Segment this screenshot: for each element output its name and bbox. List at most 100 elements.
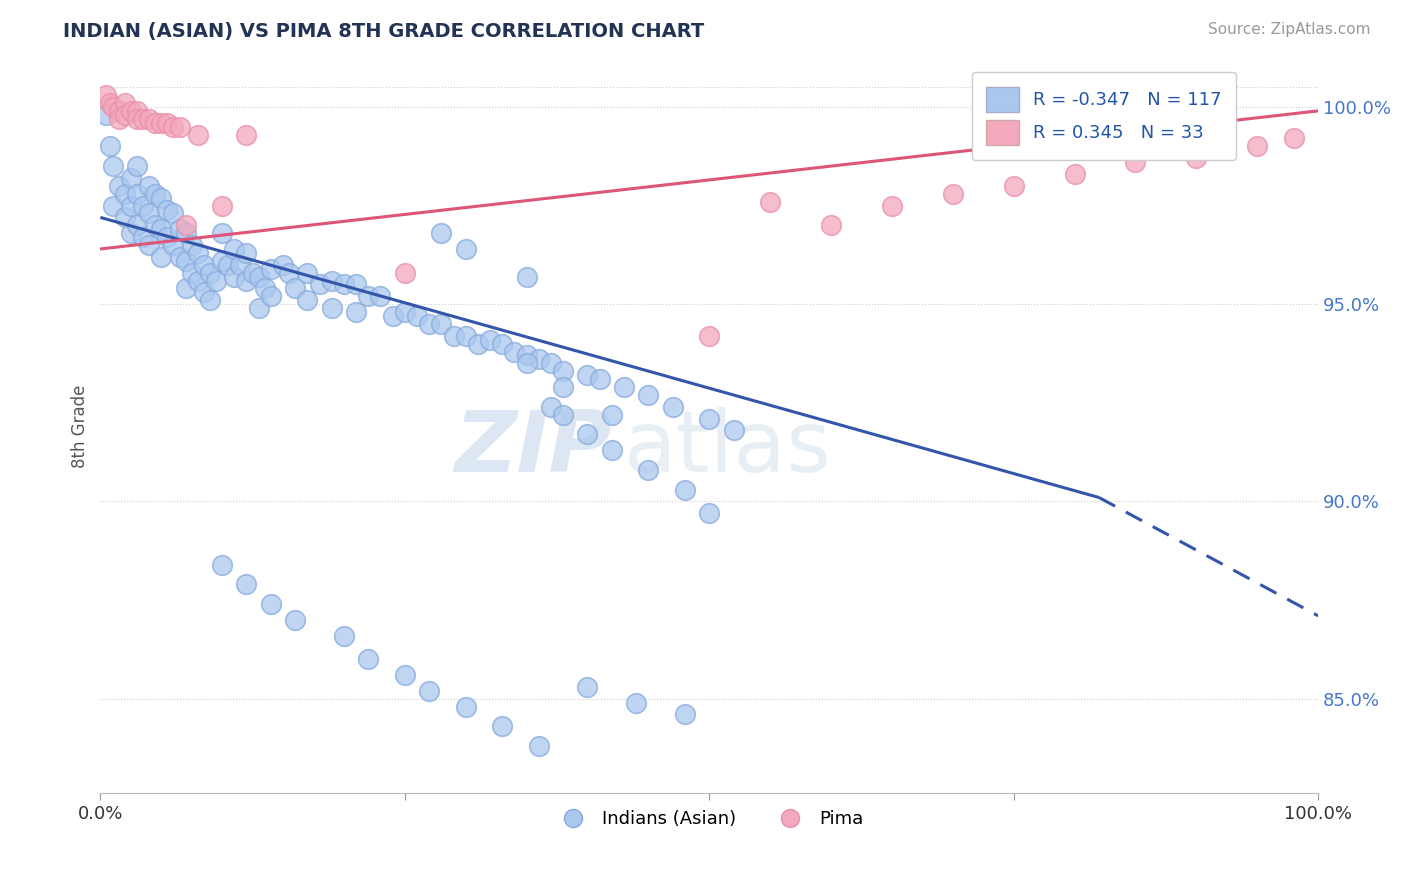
Point	[224, 242, 246, 256]
Point	[174, 253, 197, 268]
Point	[820, 219, 842, 233]
Point	[98, 95, 121, 110]
Point	[673, 483, 696, 497]
Point	[1063, 167, 1085, 181]
Point	[260, 261, 283, 276]
Point	[138, 112, 160, 126]
Point	[180, 238, 202, 252]
Point	[297, 266, 319, 280]
Point	[132, 230, 155, 244]
Point	[193, 258, 215, 272]
Point	[174, 281, 197, 295]
Point	[120, 103, 142, 118]
Point	[406, 309, 429, 323]
Point	[242, 266, 264, 280]
Point	[540, 400, 562, 414]
Point	[553, 380, 575, 394]
Point	[211, 558, 233, 572]
Point	[162, 120, 184, 134]
Point	[430, 317, 453, 331]
Point	[143, 186, 166, 201]
Point	[600, 443, 623, 458]
Text: ZIP: ZIP	[454, 407, 612, 490]
Point	[120, 226, 142, 240]
Point	[187, 246, 209, 260]
Point	[169, 250, 191, 264]
Point	[247, 301, 270, 315]
Point	[107, 178, 129, 193]
Point	[333, 629, 356, 643]
Point	[321, 273, 343, 287]
Point	[284, 613, 307, 627]
Point	[284, 281, 307, 295]
Point	[211, 253, 233, 268]
Point	[1246, 139, 1268, 153]
Point	[125, 159, 148, 173]
Point	[156, 116, 179, 130]
Point	[430, 226, 453, 240]
Point	[162, 238, 184, 252]
Point	[454, 328, 477, 343]
Point	[180, 266, 202, 280]
Point	[107, 112, 129, 126]
Point	[150, 191, 173, 205]
Point	[174, 226, 197, 240]
Point	[247, 269, 270, 284]
Point	[235, 273, 257, 287]
Point	[101, 100, 124, 114]
Point	[443, 328, 465, 343]
Point	[553, 364, 575, 378]
Point	[697, 411, 720, 425]
Point	[516, 349, 538, 363]
Point	[370, 289, 392, 303]
Point	[169, 120, 191, 134]
Point	[357, 289, 380, 303]
Point	[150, 222, 173, 236]
Point	[637, 463, 659, 477]
Point	[527, 739, 550, 753]
Point	[297, 293, 319, 308]
Point	[138, 238, 160, 252]
Point	[697, 506, 720, 520]
Point	[156, 202, 179, 217]
Point	[260, 289, 283, 303]
Text: atlas: atlas	[624, 407, 832, 490]
Point	[229, 258, 252, 272]
Point	[143, 116, 166, 130]
Point	[600, 408, 623, 422]
Point	[381, 309, 404, 323]
Point	[344, 305, 367, 319]
Point	[467, 336, 489, 351]
Point	[217, 258, 239, 272]
Point	[759, 194, 782, 209]
Point	[120, 170, 142, 185]
Point	[661, 400, 683, 414]
Point	[224, 269, 246, 284]
Point	[880, 198, 903, 212]
Point	[235, 128, 257, 142]
Legend: Indians (Asian), Pima: Indians (Asian), Pima	[548, 803, 870, 836]
Point	[723, 424, 745, 438]
Point	[143, 219, 166, 233]
Point	[125, 186, 148, 201]
Text: Source: ZipAtlas.com: Source: ZipAtlas.com	[1208, 22, 1371, 37]
Point	[357, 652, 380, 666]
Point	[1282, 131, 1305, 145]
Point	[673, 707, 696, 722]
Point	[120, 198, 142, 212]
Point	[101, 159, 124, 173]
Point	[491, 336, 513, 351]
Point	[516, 269, 538, 284]
Point	[211, 226, 233, 240]
Point	[169, 222, 191, 236]
Point	[576, 368, 599, 383]
Point	[588, 372, 610, 386]
Point	[637, 388, 659, 402]
Point	[418, 317, 440, 331]
Point	[205, 273, 228, 287]
Point	[479, 333, 502, 347]
Point	[394, 668, 416, 682]
Point	[613, 380, 636, 394]
Point	[98, 139, 121, 153]
Point	[394, 266, 416, 280]
